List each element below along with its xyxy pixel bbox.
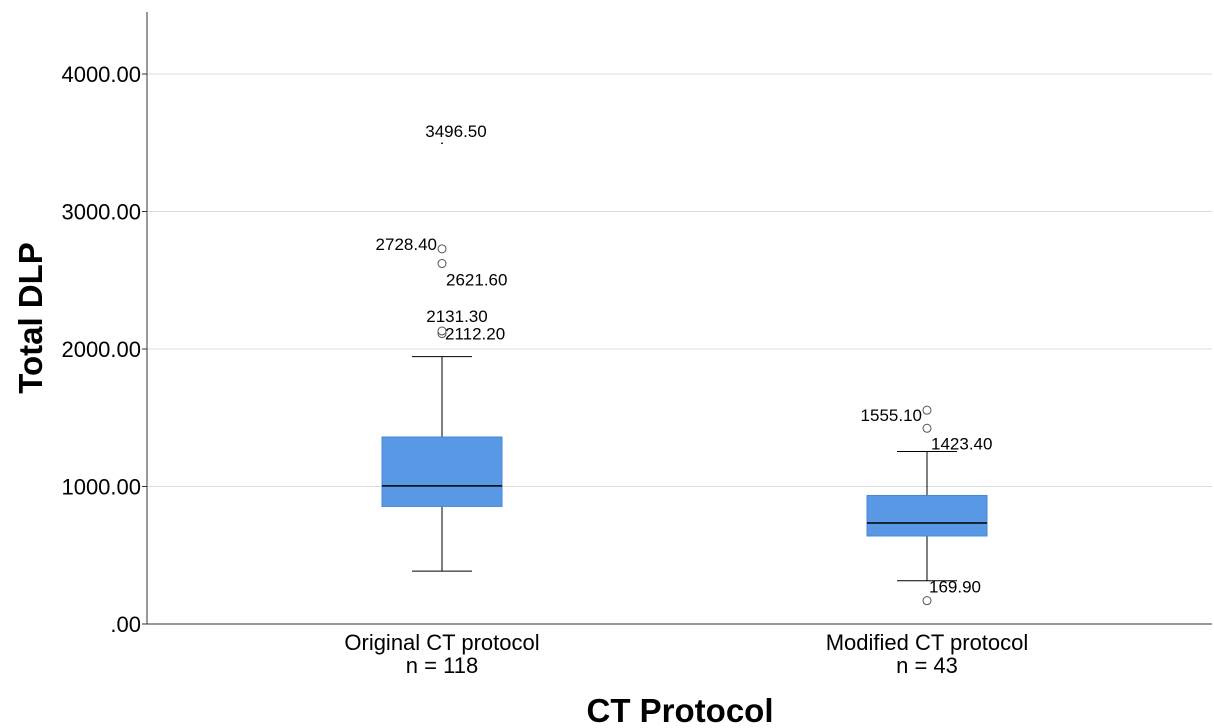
outlier-marker — [922, 405, 932, 415]
category-label: Modified CT protocol — [826, 630, 1029, 655]
axes — [146, 12, 1212, 625]
iqr-box — [381, 436, 503, 507]
outlier-marker — [437, 244, 447, 254]
outlier-label: 1555.10 — [861, 406, 922, 425]
outlier-marker — [437, 259, 447, 269]
y-ticks: .00 1000.00 2000.00 3000.00 4000.00 — [61, 62, 147, 637]
y-axis-title: Total DLP — [12, 242, 49, 394]
outlier-label: 2131.30 — [426, 307, 487, 326]
category-n-label: n = 118 — [406, 653, 478, 678]
outlier-marker — [437, 326, 447, 336]
outlier-label: 1423.40 — [931, 434, 992, 453]
outlier-label: 2621.60 — [446, 271, 507, 290]
outlier-marker — [922, 423, 932, 433]
gridlines — [147, 73, 1212, 487]
y-tick-label: 3000.00 — [61, 200, 141, 225]
outlier-label: 2112.20 — [445, 325, 505, 344]
category-label: Original CT protocol — [344, 630, 539, 655]
y-tick-label: .00 — [110, 612, 141, 637]
y-tick-label: 1000.00 — [61, 475, 141, 500]
outlier-label: 2728.40 — [376, 235, 437, 254]
extreme-marker — [441, 142, 443, 145]
outlier-marker — [922, 596, 932, 606]
outlier-label: 3496.50 — [425, 122, 486, 141]
y-tick-label: 4000.00 — [61, 62, 141, 87]
y-tick-label: 2000.00 — [61, 337, 141, 362]
box-group: 169.90 1423.40 1555.10 — [861, 405, 992, 606]
x-axis-title: CT Protocol — [587, 692, 774, 728]
category-n-label: n = 43 — [896, 653, 958, 678]
iqr-box — [866, 494, 988, 537]
outlier-label: 169.90 — [929, 578, 981, 597]
